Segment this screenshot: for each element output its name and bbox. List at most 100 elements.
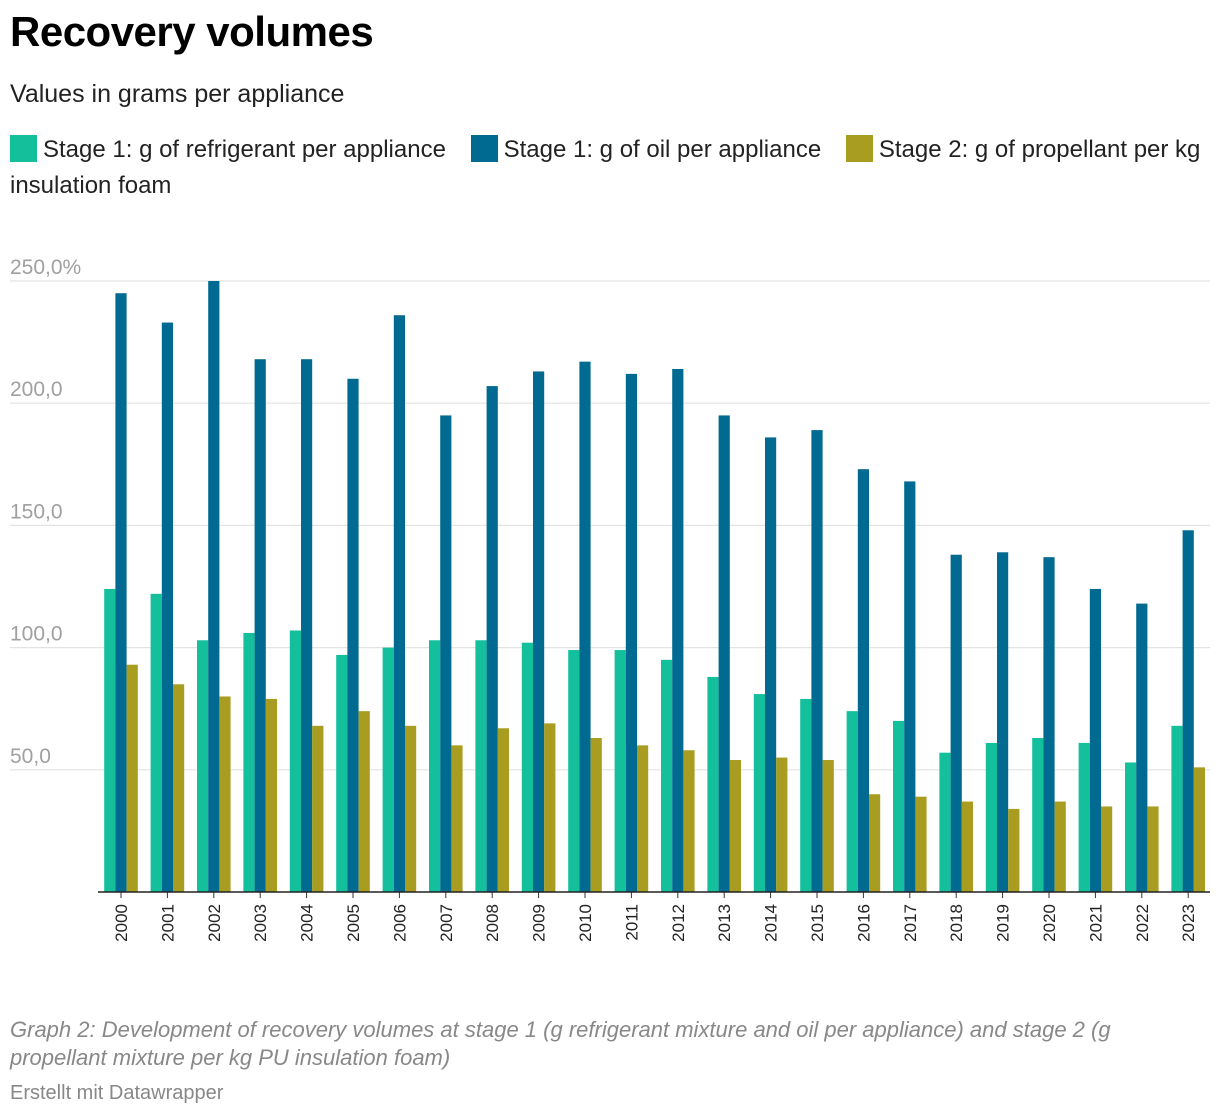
- bar-propellant: [729, 760, 741, 892]
- bar-oil: [718, 415, 730, 892]
- bar-oil: [1182, 530, 1194, 892]
- y-tick-label: 50,0: [10, 745, 51, 768]
- x-tick-label: 2019: [994, 904, 1013, 942]
- bar-oil: [625, 373, 637, 892]
- bar-propellant: [497, 728, 509, 892]
- bar-oil: [1136, 603, 1148, 892]
- bar-oil: [533, 371, 545, 893]
- bar-refrigerant: [939, 752, 951, 892]
- bar-oil: [115, 293, 127, 893]
- bar-propellant: [1193, 767, 1205, 892]
- bar-refrigerant: [243, 632, 255, 892]
- bar-refrigerant: [614, 650, 626, 892]
- chart-note: Graph 2: Development of recovery volumes…: [10, 1017, 1111, 1070]
- bar-propellant: [451, 745, 463, 892]
- x-tick-label: 2005: [344, 904, 363, 942]
- bar-propellant: [312, 725, 324, 892]
- bar-refrigerant: [104, 588, 116, 892]
- x-tick-label: 2022: [1133, 904, 1152, 942]
- bar-refrigerant: [707, 676, 719, 892]
- bar-propellant: [869, 794, 881, 892]
- x-tick-label: 2006: [390, 904, 409, 942]
- legend-item-oil: Stage 1: g of oil per appliance: [470, 135, 828, 163]
- x-tick-label: 2004: [298, 904, 317, 942]
- legend-label-propellant: Stage 2: g of propellant per kg insulati…: [10, 136, 1201, 199]
- bar-propellant: [265, 698, 277, 892]
- bar-oil: [997, 552, 1009, 892]
- bar-refrigerant: [753, 694, 765, 892]
- legend: Stage 1: g of refrigerant per appliance …: [10, 132, 1210, 204]
- bar-oil: [254, 359, 266, 892]
- bar-propellant: [405, 725, 417, 892]
- bar-oil: [301, 359, 313, 892]
- bar-propellant: [590, 738, 602, 892]
- x-tick-label: 2021: [1086, 904, 1105, 942]
- bar-propellant: [776, 757, 788, 892]
- bar-refrigerant: [985, 742, 997, 892]
- legend-swatch-propellant: [845, 135, 873, 162]
- x-tick-label: 2015: [808, 904, 827, 942]
- bar-propellant: [219, 696, 231, 892]
- bar-oil: [950, 554, 962, 892]
- bar-propellant: [1054, 801, 1066, 892]
- x-tick-label: 2018: [947, 904, 966, 942]
- bar-propellant: [173, 684, 185, 892]
- legend-label-oil: Stage 1: g of oil per appliance: [503, 136, 822, 163]
- bar-propellant: [822, 760, 834, 892]
- bar-propellant: [1008, 808, 1020, 892]
- bar-refrigerant: [800, 698, 812, 892]
- x-tick-label: 2023: [1179, 904, 1198, 942]
- bar-oil: [857, 469, 869, 892]
- legend-swatch-oil: [470, 135, 498, 162]
- bar-propellant: [637, 745, 649, 892]
- bar-oil: [1089, 588, 1101, 892]
- y-tick-label: 100,0: [10, 623, 63, 646]
- bar-refrigerant: [1125, 762, 1137, 892]
- bar-refrigerant: [1171, 725, 1183, 892]
- bar-propellant: [961, 801, 973, 892]
- bar-oil: [672, 368, 684, 892]
- bar-refrigerant: [289, 630, 301, 892]
- bar-propellant: [915, 796, 927, 892]
- bar-refrigerant: [382, 647, 394, 892]
- x-tick-label: 2012: [669, 904, 688, 942]
- bar-oil: [208, 281, 220, 892]
- x-tick-label: 2014: [762, 904, 781, 942]
- x-tick-label: 2000: [112, 904, 131, 942]
- bar-refrigerant: [568, 650, 580, 892]
- bar-oil: [440, 415, 452, 892]
- x-tick-label: 2001: [158, 904, 177, 942]
- bar-refrigerant: [150, 593, 162, 892]
- legend-label-refrigerant: Stage 1: g of refrigerant per appliance: [43, 136, 446, 163]
- bar-propellant: [1147, 806, 1159, 892]
- bar-oil: [1043, 557, 1055, 892]
- x-tick-label: 2016: [854, 904, 873, 942]
- bar-refrigerant: [661, 659, 673, 892]
- x-tick-label: 2011: [622, 904, 641, 941]
- x-tick-label: 2020: [1040, 904, 1059, 942]
- bar-propellant: [683, 750, 695, 892]
- bar-oil: [811, 430, 823, 892]
- bar-refrigerant: [475, 640, 487, 892]
- bar-chart: 250,0% 200,0 150,0 100,0 50,0 2000 2001 2002 200…: [10, 256, 1210, 942]
- legend-item-refrigerant: Stage 1: g of refrigerant per appliance: [10, 135, 453, 163]
- bar-oil: [486, 386, 498, 892]
- x-tick-label: 2009: [530, 904, 549, 942]
- x-tick-label: 2007: [437, 904, 456, 942]
- x-tick-label: 2003: [251, 904, 270, 942]
- bar-refrigerant: [197, 640, 209, 892]
- bar-oil: [904, 481, 916, 892]
- x-tick-label: 2013: [715, 904, 734, 942]
- x-tick-label: 2008: [483, 904, 502, 942]
- credit-line: Erstellt mit Datawrapper: [10, 1082, 224, 1104]
- bar-propellant: [544, 723, 556, 892]
- bar-oil: [347, 378, 359, 892]
- chart-subtitle: Values in grams per appliance: [10, 80, 345, 108]
- legend-swatch-refrigerant: [10, 135, 37, 162]
- bar-refrigerant: [336, 654, 348, 892]
- bar-propellant: [358, 711, 370, 892]
- bar-refrigerant: [521, 642, 533, 892]
- bar-oil: [765, 437, 777, 892]
- bar-propellant: [1101, 806, 1113, 892]
- bar-refrigerant: [846, 711, 858, 892]
